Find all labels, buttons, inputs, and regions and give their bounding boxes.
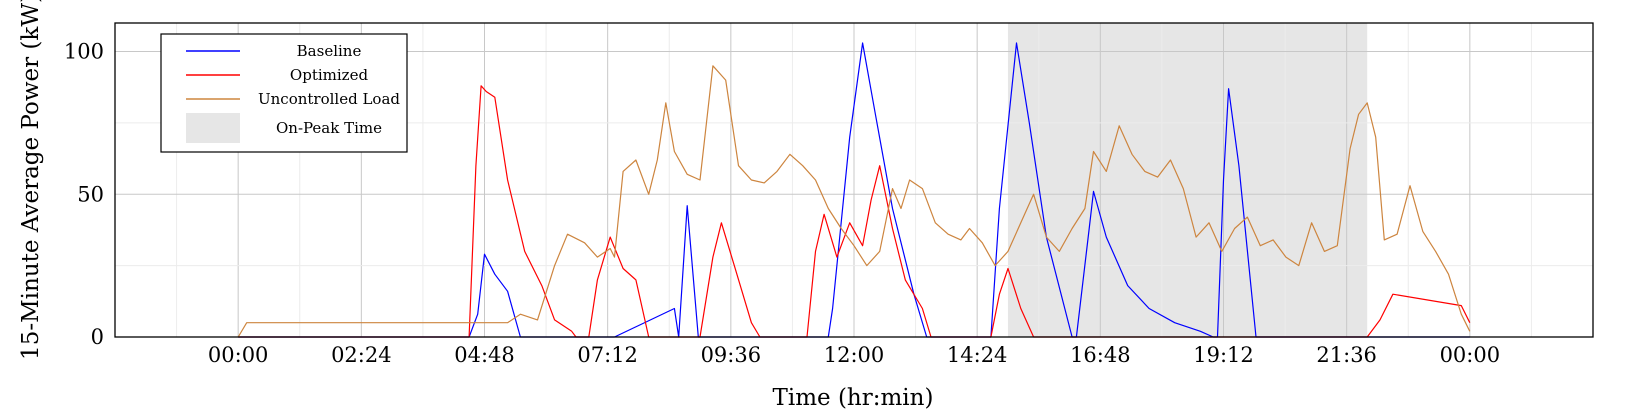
y-tick-label: 50 xyxy=(77,182,104,206)
x-tick-label: 04:48 xyxy=(454,343,515,367)
x-tick-label: 02:24 xyxy=(331,343,392,367)
legend: Baseline Optimized Uncontrolled Load On-… xyxy=(160,33,408,153)
x-tick-label: 00:00 xyxy=(208,343,269,367)
x-tick-label: 12:00 xyxy=(824,343,885,367)
legend-label-on-peak: On-Peak Time xyxy=(276,119,382,137)
series-line-optimized xyxy=(238,85,1471,338)
legend-label-baseline: Baseline xyxy=(297,42,362,60)
x-tick-label: 00:00 xyxy=(1440,343,1501,367)
x-tick-label: 09:36 xyxy=(701,343,762,367)
y-tick-label: 100 xyxy=(64,40,104,64)
series-line-uncontrolled-load xyxy=(237,65,1471,338)
x-tick-label: 19:12 xyxy=(1193,343,1254,367)
x-tick-label: 14:24 xyxy=(947,343,1008,367)
series-line-baseline xyxy=(238,42,1470,338)
x-tick-label: 21:36 xyxy=(1316,343,1377,367)
legend-swatch-on-peak xyxy=(186,113,240,143)
plot-frame xyxy=(114,22,1594,338)
on-peak-region-layer xyxy=(1007,23,1368,337)
tick-label-layer: 00:00 02:24 04:48 07:12 09:36 12:00 14:24 16:48… xyxy=(64,40,1500,368)
legend-label-optimized: Optimized xyxy=(290,66,369,84)
x-axis-title: Time (hr:min) xyxy=(773,385,934,411)
series-layer xyxy=(237,42,1471,338)
on-peak-region xyxy=(1007,23,1368,337)
legend-label-uncontrolled-load: Uncontrolled Load xyxy=(258,90,400,108)
x-tick-label: 07:12 xyxy=(577,343,638,367)
y-axis-title: 15-Minute Average Power (kW) xyxy=(18,0,44,360)
x-tick-label: 16:48 xyxy=(1070,343,1131,367)
y-tick-label: 0 xyxy=(91,325,104,349)
